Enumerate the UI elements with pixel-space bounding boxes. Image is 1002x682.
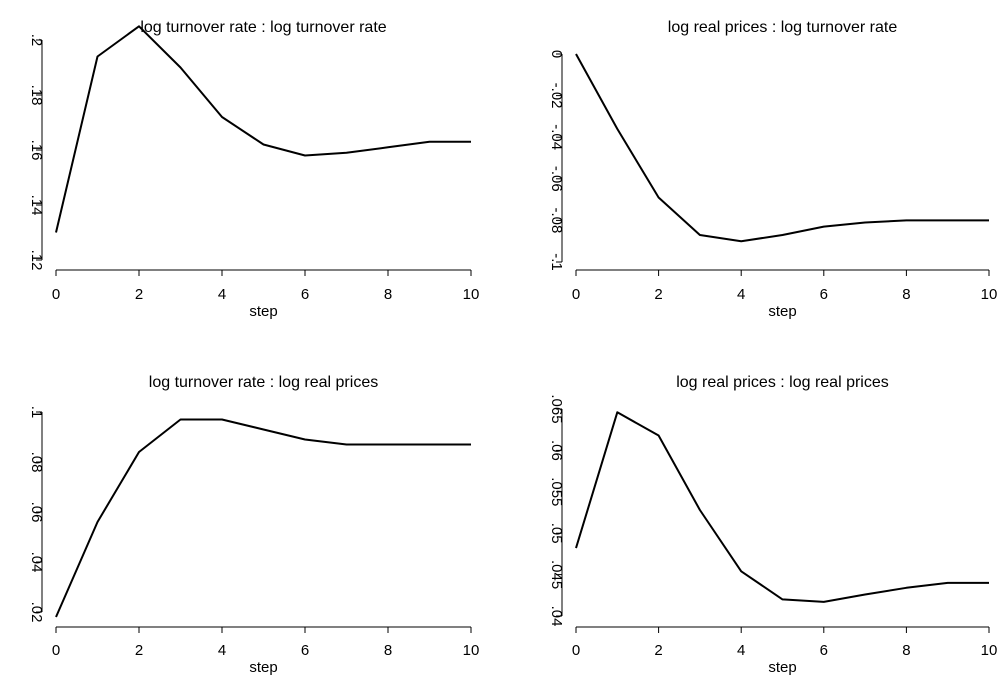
panel-1-y-tick-label: .2 <box>28 34 45 47</box>
panel-1-x-tick-label: 8 <box>384 286 392 303</box>
panel-3-x-tick-label: 0 <box>52 642 60 659</box>
panel-1-x-tick-label: 6 <box>301 286 309 303</box>
panel-3-y-tick-label: .1 <box>28 406 45 419</box>
panel-4-x-tick-label: 8 <box>902 642 910 659</box>
panel-1-x-tick-label: 2 <box>135 286 143 303</box>
panel-2-y-tick-label: 0 <box>548 50 565 58</box>
panel-2-x-tick-label: 8 <box>902 286 910 303</box>
panel-3-x-tick-label: 10 <box>463 642 480 659</box>
panel-4-x-tick-label: 0 <box>572 642 580 659</box>
panel-2-x-axis-label: step <box>768 303 796 320</box>
panel-4-x-tick-label: 10 <box>981 642 998 659</box>
panel-4-y-tick-label: .055 <box>548 477 565 506</box>
panel-4-y-tick-label: .06 <box>548 440 565 461</box>
panel-3-x-axis-label: step <box>249 659 277 676</box>
panel-4-y-tick-label: .045 <box>548 560 565 589</box>
panel-3-y-tick-label: .02 <box>28 602 45 623</box>
panel-4-x-tick-label: 6 <box>820 642 828 659</box>
panel-2-y-tick-label: -.08 <box>548 207 565 233</box>
panel-3-x-tick-label: 2 <box>135 642 143 659</box>
panel-3-series-line <box>55 418 471 618</box>
panel-4-x-tick-label: 4 <box>737 642 745 659</box>
panel-4-y-tick-label: .065 <box>548 394 565 423</box>
panel-2-x-tick-label: 6 <box>820 286 828 303</box>
panel-3-x-tick-label: 4 <box>218 642 226 659</box>
panel-4-x-axis-label: step <box>768 659 796 676</box>
panel-1-y-tick-label: .16 <box>28 140 45 161</box>
panel-3-y-tick-label: .08 <box>28 452 45 473</box>
panel-3-y-tick-label: .06 <box>28 502 45 523</box>
panel-1-title: log turnover rate : log turnover rate <box>140 19 386 36</box>
panel-2-y-tick-label: -.04 <box>548 124 565 150</box>
panel-1-x-tick-label: 10 <box>463 286 480 303</box>
panel-2-x-tick-label: 10 <box>981 286 998 303</box>
panel-3-x-tick-label: 8 <box>384 642 392 659</box>
panel-4-series-line <box>575 411 989 603</box>
panel-1-x-axis-label: step <box>249 303 277 320</box>
panel-4-y-tick-label: .04 <box>548 606 565 627</box>
panel-2-y-tick-label: -.02 <box>548 83 565 109</box>
panel-2-x-tick-label: 0 <box>572 286 580 303</box>
panel-1-x-tick-label: 0 <box>52 286 60 303</box>
panel-2-title: log real prices : log turnover rate <box>668 19 898 36</box>
panel-2-x-tick-label: 4 <box>737 286 745 303</box>
panel-2-y-tick-label: -.06 <box>548 166 565 192</box>
panel-4-title: log real prices : log real prices <box>676 374 889 391</box>
panel-1-y-tick-label: .18 <box>28 85 45 106</box>
panel-1-series-line <box>55 25 471 233</box>
panel-4-y-tick-label: .05 <box>548 523 565 544</box>
panel-3-title: log turnover rate : log real prices <box>149 374 378 391</box>
panel-3-x-tick-label: 6 <box>301 642 309 659</box>
panel-3-y-tick-label: .04 <box>28 552 45 573</box>
panel-2-series-line <box>575 53 989 243</box>
panel-1-y-tick-label: .14 <box>28 195 45 216</box>
panel-4-x-tick-label: 2 <box>654 642 662 659</box>
panel-1-y-tick-label: .12 <box>28 250 45 271</box>
panel-2-x-tick-label: 2 <box>654 286 662 303</box>
panel-1-x-tick-label: 4 <box>218 286 226 303</box>
panel-2-y-tick-label: -.1 <box>548 253 565 271</box>
